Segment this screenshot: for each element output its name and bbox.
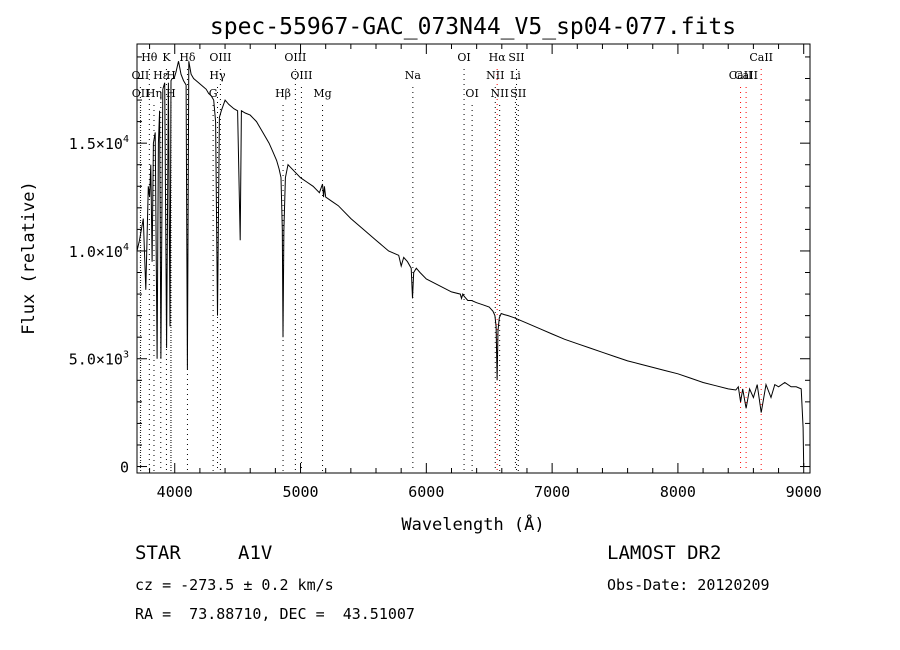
y-tick-label: 0 (120, 459, 129, 477)
y-axis: 0 5.0×103 1.0×104 1.5×104 (69, 56, 810, 477)
line-marker-label: OI (457, 51, 470, 64)
line-marker-label: SII (508, 51, 524, 64)
line-marker-label: NII (491, 87, 509, 100)
chart-title: spec-55967-GAC_073N44_V5_sp04-077.fits (210, 14, 736, 40)
redshift-velocity: cz = -273.5 ± 0.2 km/s (135, 576, 334, 594)
y-tick-label: 1.0×104 (69, 242, 129, 261)
y-tick-label: 5.0×103 (69, 350, 129, 369)
line-marker-label: OIII (209, 51, 231, 64)
line-marker-label: CaII (734, 69, 758, 82)
plot-frame (136, 43, 811, 474)
x-tick-label: 9000 (786, 483, 822, 501)
line-marker-label: Mg (313, 87, 331, 100)
y-tick-exponent: 3 (123, 350, 129, 361)
x-tick-label: 5000 (282, 483, 318, 501)
line-marker-label: G (209, 87, 218, 100)
line-marker-label: OI (465, 87, 478, 100)
y-tick-exponent: 4 (123, 134, 129, 145)
line-marker-label: Hβ (275, 87, 291, 100)
line-marker-label: SII (510, 87, 526, 100)
observation-date: Obs-Date: 20120209 (607, 576, 770, 594)
line-marker-label: H (166, 69, 176, 82)
x-axis-label: Wavelength (Å) (401, 513, 544, 535)
line-marker-label: Hδ (179, 51, 196, 64)
line-marker-label: Hθ (141, 51, 158, 64)
line-marker-label: Hα (489, 51, 507, 64)
line-marker-label: OIII (290, 69, 312, 82)
line-marker-label: Li (510, 69, 521, 82)
x-tick-label: 8000 (660, 483, 696, 501)
line-marker-label: OII (132, 87, 150, 100)
line-marker-label: Hη (146, 87, 162, 100)
line-marker-label: Hγ (209, 69, 226, 82)
x-tick-label: 7000 (534, 483, 570, 501)
y-tick-exponent: 4 (123, 242, 129, 253)
line-marker-label: OII (132, 69, 150, 82)
line-marker-label: K (162, 51, 171, 64)
line-marker-label: Hε (153, 69, 169, 82)
spectral-subclass: A1V (238, 542, 273, 564)
line-marker-label: CaII (749, 51, 773, 64)
y-tick-label: 1.5×104 (69, 134, 129, 153)
object-class: STAR (135, 542, 181, 564)
y-axis-label: Flux (relative) (19, 181, 39, 335)
x-tick-label: 4000 (157, 483, 193, 501)
x-tick-label: 6000 (408, 483, 444, 501)
survey-name: LAMOST DR2 (607, 542, 722, 564)
coordinates: RA = 73.88710, DEC = 43.51007 (135, 605, 415, 623)
spectrum-line (136, 61, 805, 467)
x-axis: 4000 5000 6000 7000 8000 9000 (149, 44, 822, 501)
line-marker-label: CaII (729, 69, 753, 82)
line-marker-label: Na (405, 69, 422, 82)
line-marker-label: NII (486, 69, 504, 82)
line-marker-label: OIII (284, 51, 306, 64)
